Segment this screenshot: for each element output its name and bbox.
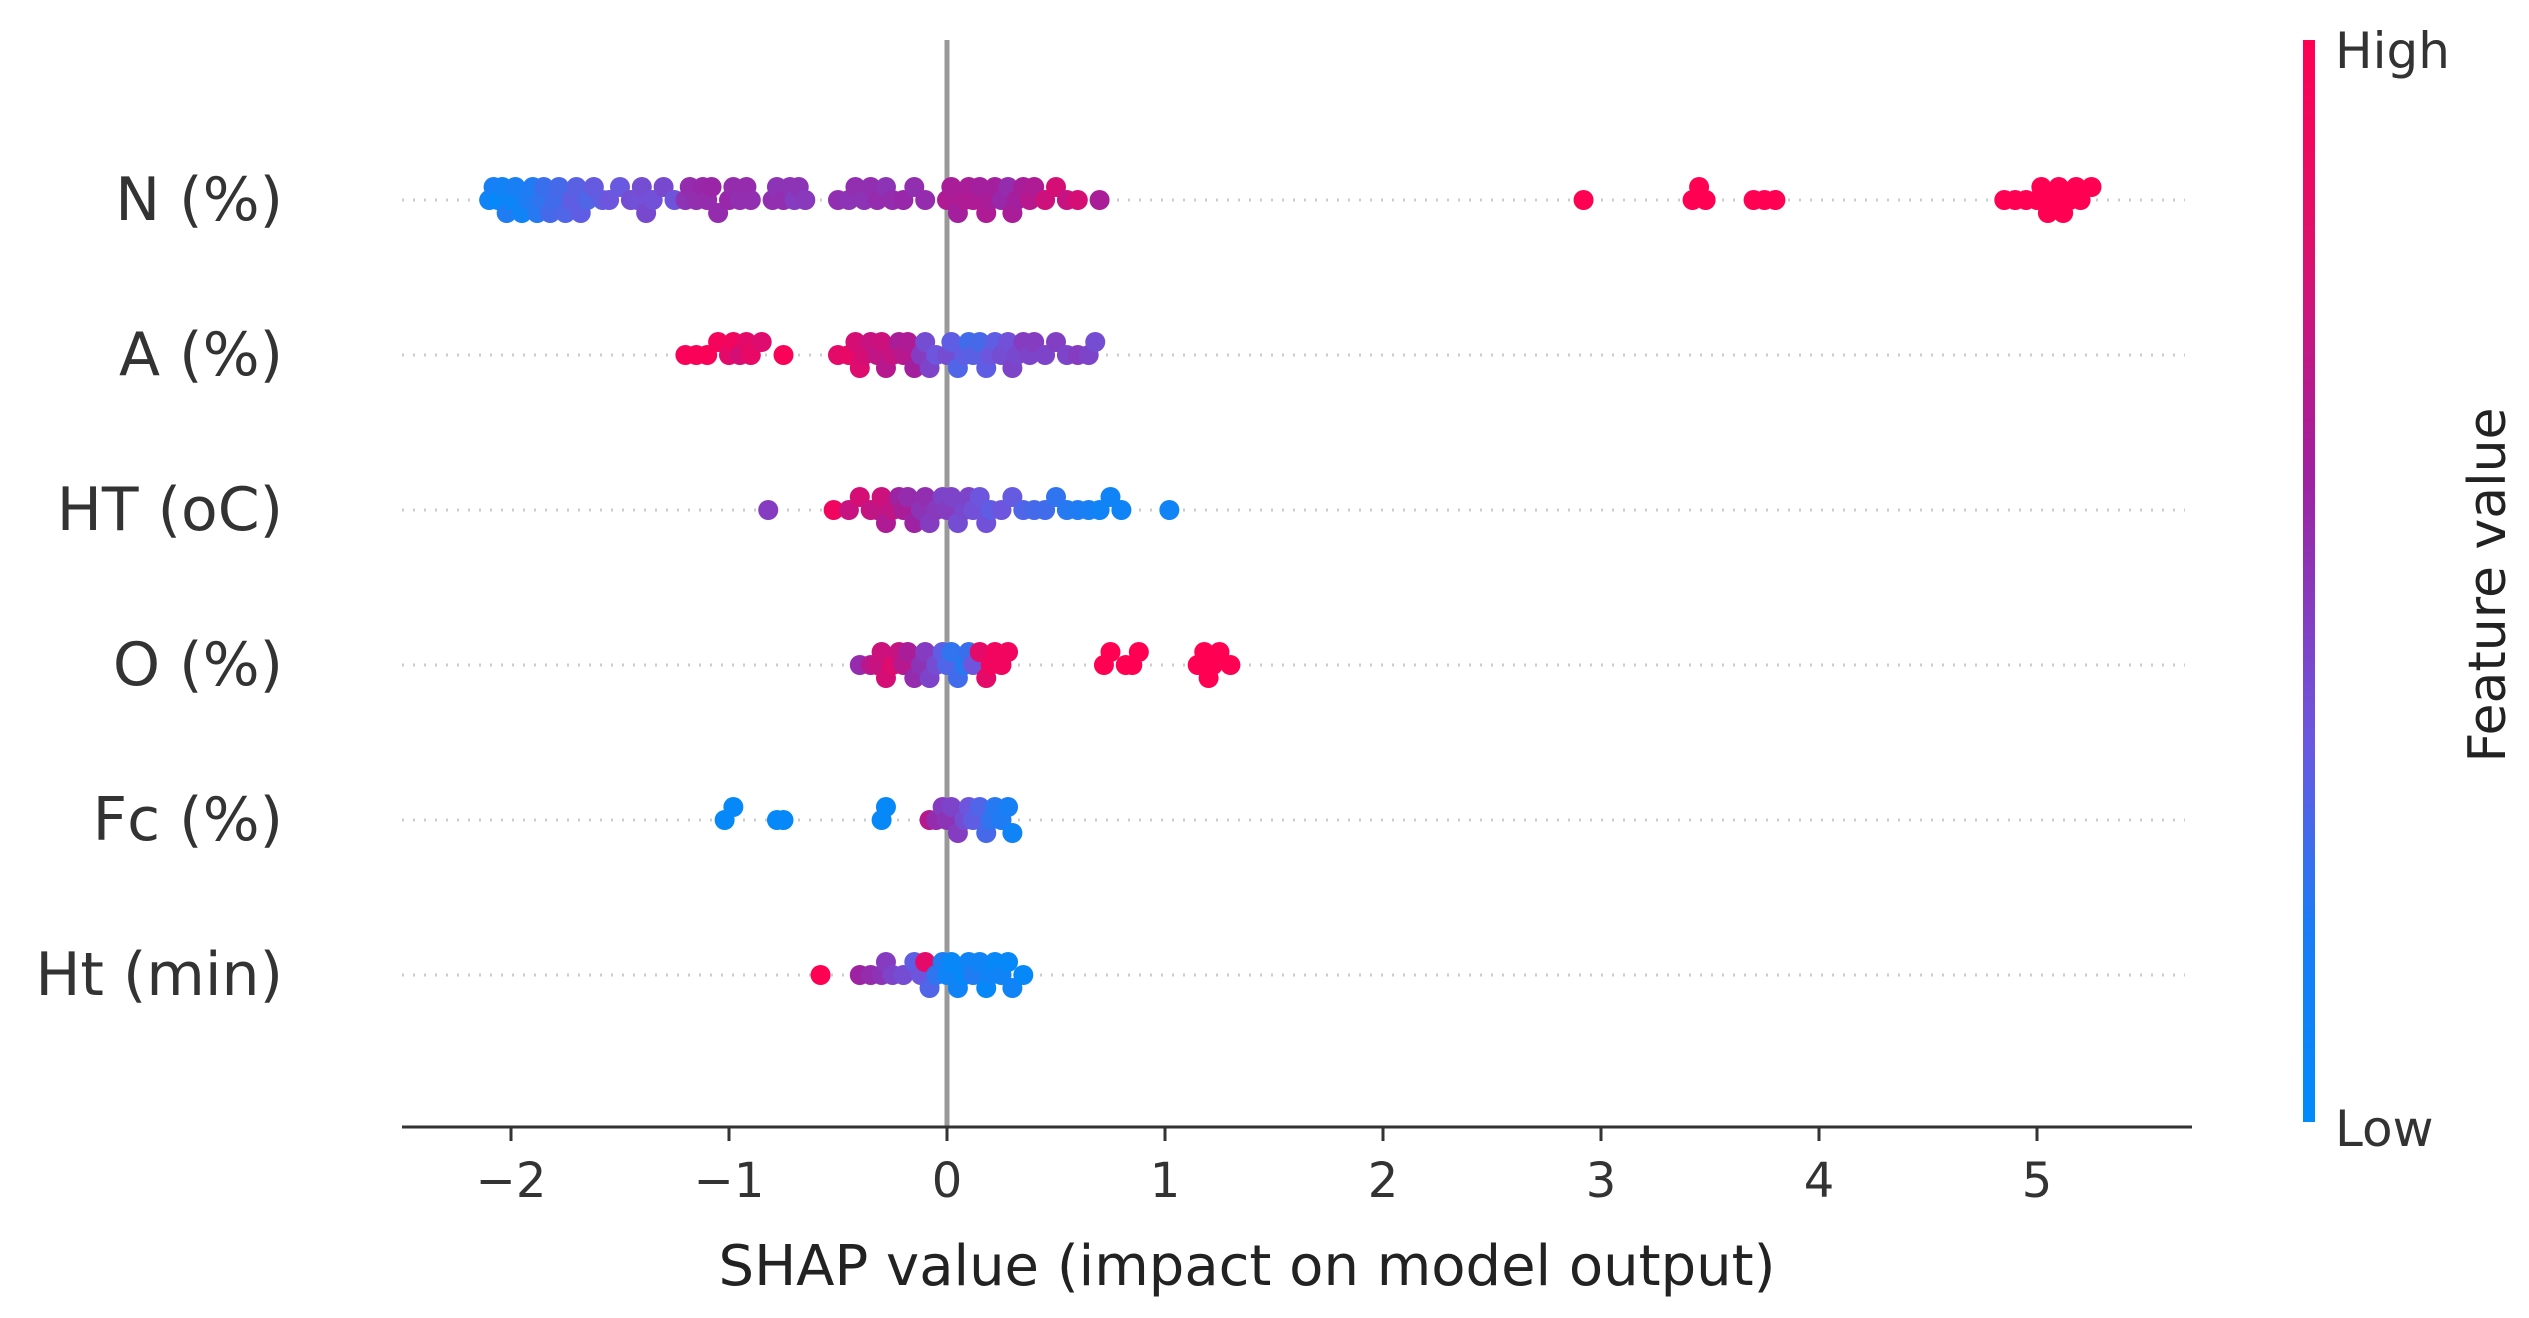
feature-label: Fc (%) — [93, 785, 283, 855]
feature-label: Ht (min) — [35, 940, 283, 1010]
shap-point — [1089, 190, 1110, 210]
shap-point — [998, 797, 1019, 817]
shap-point — [751, 332, 772, 352]
shap-point — [2031, 177, 2052, 197]
colorbar-title: Feature value — [2458, 407, 2518, 762]
shap-point — [915, 190, 936, 210]
x-tick-label: −1 — [694, 1153, 765, 1209]
shap-point — [810, 965, 831, 985]
shap-point — [1013, 965, 1034, 985]
shap-point — [941, 952, 962, 972]
feature-label: A (%) — [119, 320, 283, 390]
shap-point — [941, 177, 962, 197]
shap-point — [548, 177, 569, 197]
feature-label: O (%) — [113, 630, 283, 700]
x-tick-label: 4 — [1804, 1153, 1835, 1209]
shap-point — [998, 952, 1019, 972]
shap-point — [740, 190, 761, 210]
x-tick-label: 1 — [1150, 1153, 1181, 1209]
shap-point — [941, 797, 962, 817]
shap-point — [1695, 190, 1716, 210]
shap-point — [941, 332, 962, 352]
shap-point — [758, 500, 779, 520]
x-tick-label: 0 — [932, 1153, 963, 1209]
x-tick-label: 3 — [1586, 1153, 1617, 1209]
shap-point — [1220, 655, 1241, 675]
beeswarm-points — [479, 177, 2102, 998]
shap-point — [701, 177, 722, 197]
feature-gridlines — [402, 198, 2185, 977]
feature-label: N (%) — [115, 165, 283, 235]
shap-point — [941, 642, 962, 662]
shap-point — [897, 642, 918, 662]
shap-point — [505, 177, 526, 197]
shap-point — [1573, 190, 1594, 210]
x-tick-label: 2 — [1368, 1153, 1399, 1209]
shap-point — [998, 642, 1019, 662]
shap-point — [941, 487, 962, 507]
shap-point — [1100, 642, 1121, 662]
shap-point — [1085, 332, 1106, 352]
shap-point — [897, 332, 918, 352]
colorbar-low-label: Low — [2335, 1100, 2433, 1158]
feature-labels: N (%) A (%) HT (oC) O (%) Fc (%) Ht (min) — [35, 165, 283, 1010]
colorbar: High Low Feature value — [2303, 22, 2518, 1158]
x-tick-label: 5 — [2022, 1153, 2053, 1209]
shap-point — [1159, 500, 1180, 520]
colorbar-gradient — [2303, 40, 2315, 1122]
shap-point — [795, 190, 816, 210]
x-tick-label: −2 — [476, 1153, 547, 1209]
shap-point — [823, 500, 844, 520]
shap-point — [1111, 500, 1132, 520]
shap-point — [897, 487, 918, 507]
shap-point — [1128, 642, 1149, 662]
shap-point — [2081, 177, 2102, 197]
shap-point — [773, 345, 794, 365]
colorbar-high-label: High — [2335, 22, 2450, 80]
shap-point — [1067, 190, 1088, 210]
shap-point — [723, 797, 744, 817]
shap-point — [1765, 190, 1786, 210]
x-axis-title: SHAP value (impact on model output) — [719, 1234, 1776, 1299]
shap-point — [773, 810, 794, 830]
feature-label: HT (oC) — [57, 475, 283, 545]
shap-point — [875, 797, 896, 817]
shap-point — [1002, 823, 1023, 843]
x-axis-ticks: −2 −1 0 1 2 3 4 5 — [476, 1127, 2053, 1209]
